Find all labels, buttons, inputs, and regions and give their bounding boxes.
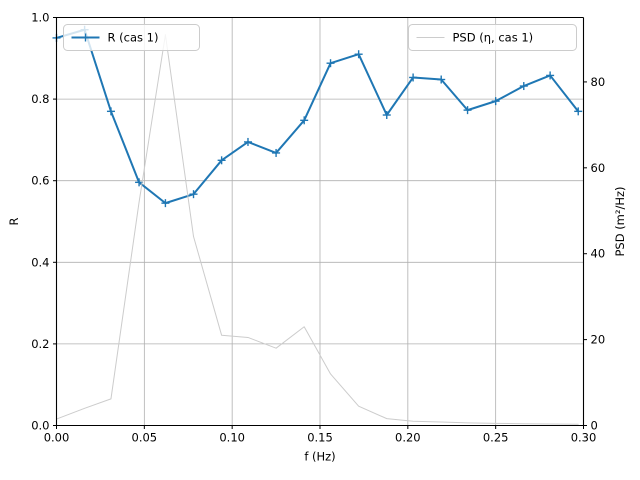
y-tick-label: 1.0 [31, 11, 49, 25]
axis-ticks [53, 17, 587, 429]
y-tick-label: 0.8 [31, 92, 49, 106]
x-tick-label: 0.25 [483, 431, 509, 445]
x-tick-label: 0.15 [307, 431, 333, 445]
legend-r-text: R (cas 1) [108, 31, 159, 45]
grid-lines [56, 17, 584, 426]
y-tick-label: 0.6 [31, 174, 49, 188]
axis-labels: 0.00 0.05 0.10 0.15 0.20 0.25 0.30 0.0 0.2 0.4 0.6… [7, 11, 627, 464]
x-tick-label: 0.10 [219, 431, 245, 445]
y2-axis-title-text: PSD (m²/Hz) [613, 186, 627, 256]
x-tick-label: 0.05 [132, 431, 158, 445]
data-series-group [52, 25, 583, 425]
y-tick-label: 0.2 [31, 337, 49, 351]
x-tick-label: 0.00 [44, 431, 70, 445]
y-tick-label: 0.4 [31, 255, 49, 269]
y2-tick-label: 40 [591, 247, 606, 261]
legend-psd-box [408, 24, 577, 51]
legend-psd[interactable]: PSD (η, cas 1) [408, 24, 577, 51]
series-markers [52, 25, 583, 208]
series-line-r [55, 28, 580, 205]
series-line-psd [56, 34, 579, 425]
x-tick-label: 0.30 [571, 431, 597, 445]
legend-r[interactable]: R (cas 1) [63, 24, 200, 51]
y2-tick-label: 80 [591, 75, 606, 89]
legends: R (cas 1) PSD (η, cas 1) [63, 24, 577, 51]
y-axis-title-text: R [7, 218, 21, 226]
y2-tick-label: 60 [591, 161, 606, 175]
x-tick-label: 0.20 [395, 431, 421, 445]
y2-tick-label: 0 [591, 419, 598, 433]
x-axis-title-text: f (Hz) [304, 450, 335, 464]
legend-psd-text: PSD (η, cas 1) [453, 31, 534, 45]
legend-r-box [63, 24, 200, 51]
y-tick-label: 0.0 [31, 419, 49, 433]
y2-tick-label: 20 [591, 333, 606, 347]
